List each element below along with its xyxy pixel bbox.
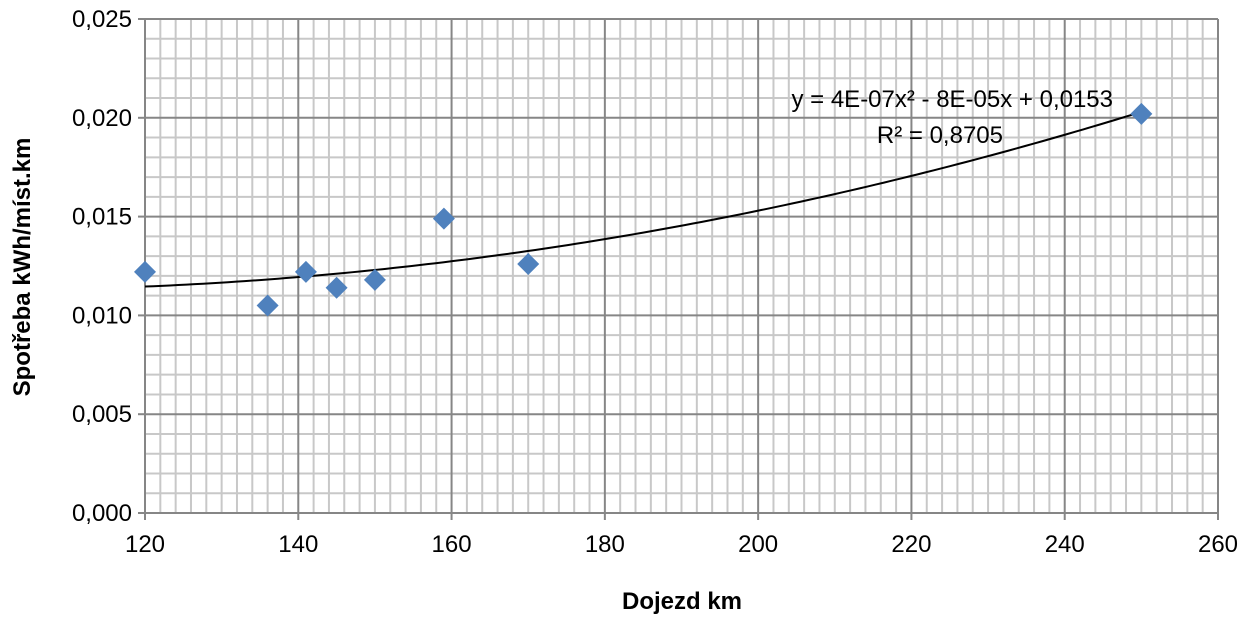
data-point-diamond (294, 260, 317, 283)
trendline-r-squared: R² = 0,8705 (877, 122, 1003, 149)
data-point-diamond (432, 207, 455, 230)
data-point-diamond (1130, 102, 1153, 125)
y-tick-label: 0,025 (72, 6, 132, 33)
data-points (134, 102, 1153, 317)
y-tick-label: 0,005 (72, 401, 132, 428)
x-tick-label: 260 (1198, 531, 1238, 558)
x-tick-label: 140 (278, 531, 318, 558)
x-tick-label: 160 (432, 531, 472, 558)
y-tick-label: 0,020 (72, 105, 132, 132)
y-tick-label: 0,015 (72, 204, 132, 231)
tick-labels: 120 140 160 180 200 220 240 260 0,000 0,005 0,010 0… (72, 6, 1238, 558)
x-tick-label: 220 (891, 531, 931, 558)
x-axis-title: Dojezd km (622, 588, 742, 615)
data-point-diamond (325, 276, 348, 299)
y-axis-title: Spotřeba kWh/míst.km (9, 138, 36, 397)
data-point-diamond (517, 253, 540, 276)
x-tick-label: 200 (738, 531, 778, 558)
x-tick-label: 120 (125, 531, 165, 558)
data-point-diamond (134, 260, 156, 283)
y-tick-label: 0,010 (72, 302, 132, 329)
x-tick-label: 180 (585, 531, 625, 558)
trendline-equation: y = 4E-07x² - 8E-05x + 0,0153 (791, 86, 1113, 113)
data-point-diamond (363, 268, 386, 291)
y-tick-label: 0,000 (72, 500, 132, 527)
x-tick-label: 240 (1045, 531, 1085, 558)
data-point-diamond (256, 294, 279, 317)
